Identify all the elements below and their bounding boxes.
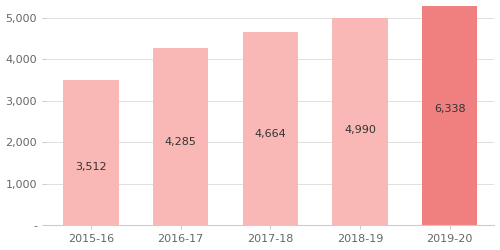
Text: 4,664: 4,664 xyxy=(254,129,286,139)
Text: 3,512: 3,512 xyxy=(75,162,107,172)
Text: 4,285: 4,285 xyxy=(164,138,196,147)
Text: 6,338: 6,338 xyxy=(434,104,466,114)
Bar xyxy=(63,80,119,226)
Bar xyxy=(332,18,388,226)
Text: 4,990: 4,990 xyxy=(344,125,376,135)
Bar xyxy=(153,48,208,226)
Bar xyxy=(242,32,298,226)
Bar xyxy=(422,0,478,226)
